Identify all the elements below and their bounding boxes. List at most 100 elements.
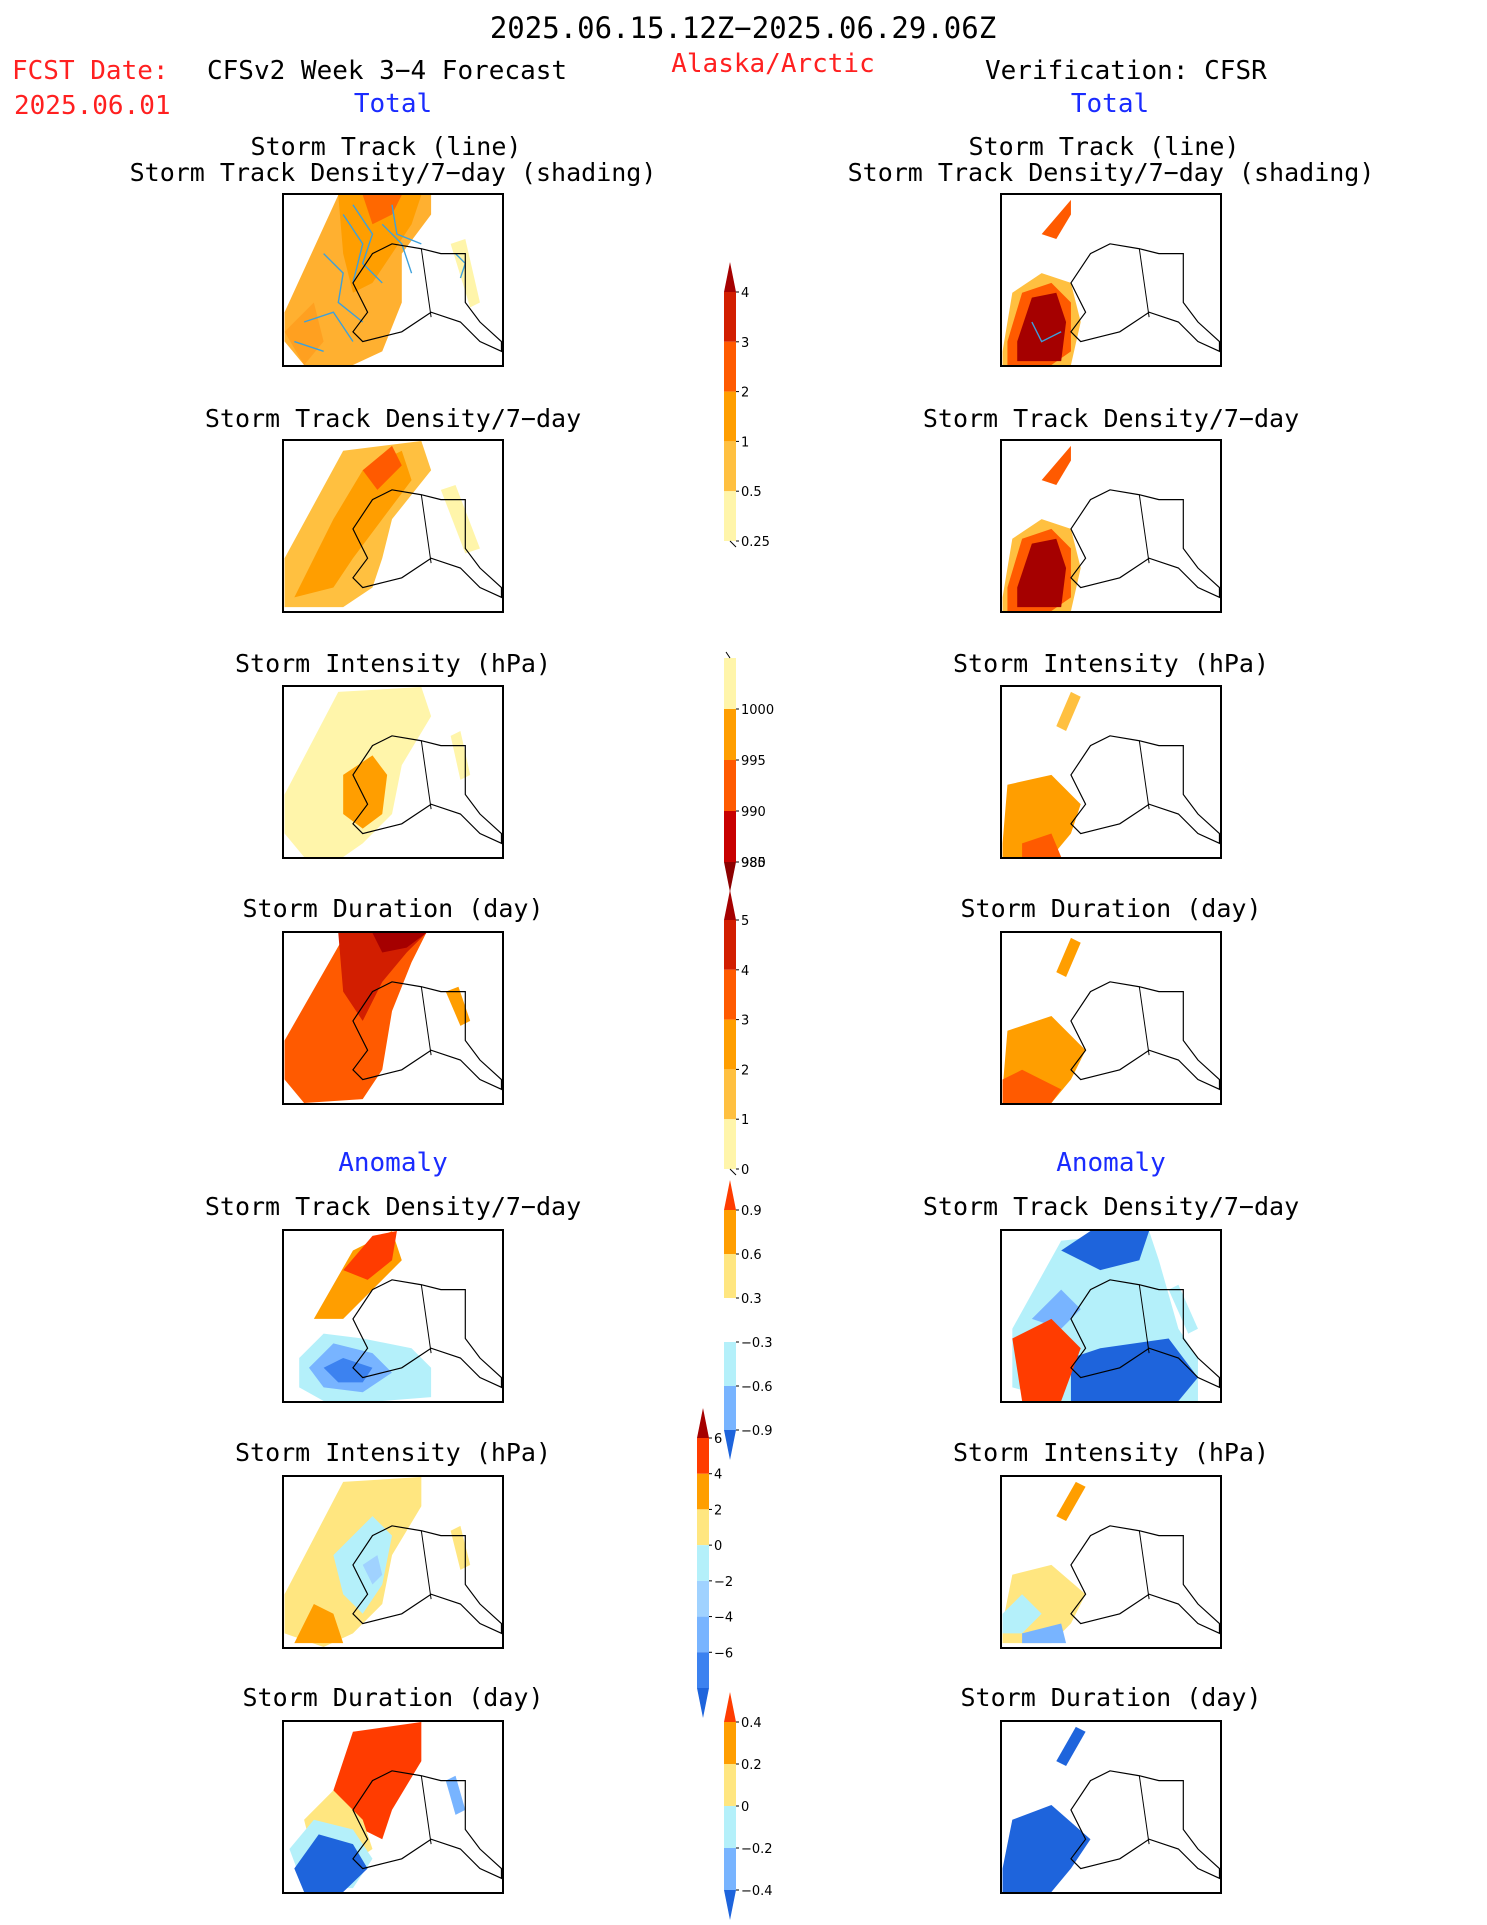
- colorbar-swatch: [724, 1764, 736, 1806]
- colorbar-tick-label: 4: [741, 286, 749, 301]
- colorbar-swatch: [697, 1473, 709, 1510]
- colorbar-swatch: [724, 920, 736, 970]
- map-obs-intensity: [1000, 685, 1222, 859]
- colorbar-tick-label: 0.2: [741, 1758, 762, 1773]
- map-fcst-track-density: [282, 193, 504, 367]
- colorbar-tick-label: −6: [714, 1646, 733, 1661]
- colorbar-tick-label: 990: [741, 805, 766, 820]
- colorbar-swatch: [724, 1806, 736, 1848]
- colorbar-tick-label: 0.3: [741, 1292, 762, 1307]
- left-anom-duration-title: Storm Duration (day): [242, 1683, 544, 1712]
- colorbar-tick-label: −0.6: [741, 1380, 773, 1395]
- left-anom-density-title: Storm Track Density/7−day: [204, 1192, 582, 1221]
- date-range: 2025.06.15.12Z−2025.06.29.06Z: [489, 11, 997, 45]
- map-obs-track-density: [1000, 193, 1222, 367]
- colorbar-tick-label: 0.6: [741, 1248, 762, 1263]
- map-fcst-anom-intensity: [282, 1475, 504, 1649]
- colorbar-swatch: [724, 1722, 736, 1764]
- colorbar-swatch: [724, 658, 736, 709]
- map-fcst-density: [282, 439, 504, 613]
- colorbar-tick-label: 4: [714, 1468, 722, 1483]
- colorbar-tail: [729, 540, 737, 548]
- verification-label: Verification: CFSR: [985, 56, 1267, 86]
- colorbar-swatch: [724, 1890, 736, 1920]
- colorbar-tick-label: −0.3: [741, 1336, 773, 1351]
- colorbar-tick-label: −0.2: [741, 1842, 773, 1857]
- anomaly-label-right: Anomaly: [1056, 1148, 1166, 1178]
- colorbar-tick-label: 1: [741, 1113, 749, 1128]
- left-track-line-title: Storm Track (line): [250, 132, 522, 161]
- colorbar-tick-label: 6: [714, 1432, 722, 1447]
- colorbar-swatch: [724, 1430, 736, 1460]
- colorbar-swatch: [724, 1069, 736, 1120]
- forecast-title: CFSv2 Week 3−4 Forecast: [207, 56, 568, 86]
- colorbar-tick-label: 2: [741, 386, 749, 401]
- colorbar-tick-label: −2: [714, 1575, 733, 1590]
- colorbar-swatch: [724, 1848, 736, 1890]
- colorbar-swatch: [724, 1210, 736, 1254]
- colorbar-intensity-total: 1000 995 990 985 980: [724, 651, 804, 892]
- colorbar-tick-label: −0.4: [741, 1884, 773, 1899]
- map-fcst-anom-duration: [282, 1720, 504, 1894]
- right-anom-density-title: Storm Track Density/7−day: [922, 1192, 1300, 1221]
- colorbar-tick-label: 995: [741, 754, 766, 769]
- colorbar-tail: [729, 1168, 737, 1176]
- colorbar-swatch: [724, 1019, 736, 1070]
- colorbar-swatch: [724, 1692, 736, 1722]
- colorbar-swatch: [724, 890, 736, 920]
- colorbar-tick-label: 980: [741, 856, 766, 871]
- anomaly-label-left: Anomaly: [338, 1148, 448, 1178]
- map-obs-density: [1000, 439, 1222, 613]
- colorbar-density-total: 4 3 2 1 0.5 0.25: [724, 262, 804, 550]
- colorbar-tail: [725, 651, 731, 659]
- colorbar-duration-total: 5 4 3 2 1 0: [724, 890, 804, 1178]
- colorbar-tick-label: −4: [714, 1611, 733, 1626]
- colorbar-tick-label: 0: [741, 1800, 749, 1815]
- colorbar-swatch: [724, 969, 736, 1020]
- colorbar-tick-label: 2: [714, 1503, 722, 1518]
- colorbar-intensity-anom: 6 4 2 0 −2 −4 −6: [697, 1408, 777, 1718]
- right-intensity-title: Storm Intensity (hPa): [952, 649, 1270, 678]
- map-obs-anom-density: [1000, 1229, 1222, 1403]
- colorbar-density-anom: 0.9 0.6 0.3 −0.3 −0.6 −0.9: [724, 1180, 804, 1460]
- left-density-title: Storm Track Density/7−day: [204, 404, 582, 433]
- right-duration-title: Storm Duration (day): [960, 894, 1262, 923]
- colorbar-tick-label: 0.25: [741, 535, 770, 550]
- colorbar-swatch: [697, 1616, 709, 1653]
- colorbar-swatch: [724, 1119, 736, 1169]
- colorbar-tick-label: 0.5: [741, 485, 762, 500]
- colorbar-tick-label: 0.4: [741, 1716, 762, 1731]
- colorbar-tick-label: 5: [741, 914, 749, 929]
- colorbar-swatch: [697, 1688, 709, 1718]
- colorbar-swatch: [724, 1180, 736, 1210]
- right-density-title: Storm Track Density/7−day: [922, 404, 1300, 433]
- right-anom-intensity-title: Storm Intensity (hPa): [952, 1438, 1270, 1467]
- fcst-date-label: FCST Date:: [12, 56, 169, 86]
- colorbar-swatch: [724, 292, 736, 342]
- map-fcst-duration: [282, 931, 504, 1105]
- colorbar-swatch: [697, 1408, 709, 1438]
- colorbar-swatch: [724, 1342, 736, 1386]
- right-track-shading-title: Storm Track Density/7−day (shading): [847, 158, 1375, 187]
- colorbar-tick-label: 3: [741, 336, 749, 351]
- colorbar-tick-label: 985: [741, 856, 766, 871]
- colorbar-swatch: [724, 709, 736, 760]
- colorbar-tick-label: 4: [741, 964, 749, 979]
- colorbar-swatch: [724, 262, 736, 292]
- total-label-left: Total: [353, 89, 433, 119]
- colorbar-swatch: [724, 811, 736, 862]
- colorbar-swatch: [724, 1298, 736, 1342]
- left-track-shading-title: Storm Track Density/7−day (shading): [129, 158, 657, 187]
- colorbar-duration-anom: 0.4 0.2 0 −0.2 −0.4: [724, 1692, 804, 1920]
- map-obs-anom-duration: [1000, 1720, 1222, 1894]
- map-obs-anom-intensity: [1000, 1475, 1222, 1649]
- colorbar-swatch: [697, 1652, 709, 1688]
- colorbar-tick-label: 1000: [741, 703, 774, 718]
- total-label-right: Total: [1070, 89, 1150, 119]
- colorbar-swatch: [697, 1509, 709, 1546]
- colorbar-swatch: [724, 862, 736, 892]
- colorbar-swatch: [724, 341, 736, 392]
- map-fcst-intensity: [282, 685, 504, 859]
- colorbar-swatch: [697, 1545, 709, 1581]
- colorbar-swatch: [724, 441, 736, 492]
